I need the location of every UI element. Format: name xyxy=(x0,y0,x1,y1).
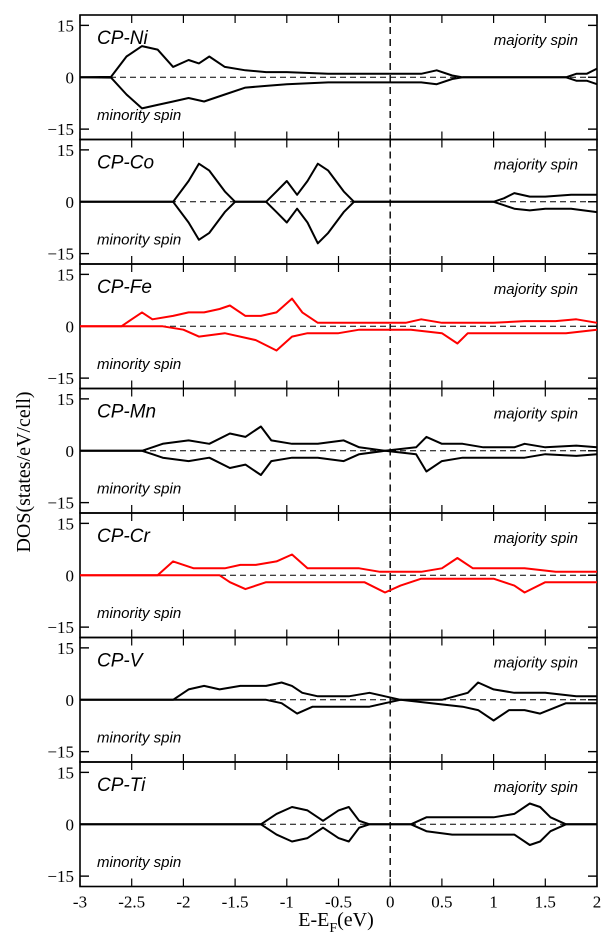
x-axis-title-main: E-E xyxy=(298,909,329,931)
minority-spin-curve xyxy=(80,823,597,846)
panel-cp-ti: 15 0 −15 CP-Ti majority spin minority spin xyxy=(47,761,598,888)
y-tick-label: 0 xyxy=(66,815,75,834)
minority-spin-curve xyxy=(80,574,597,594)
y-tick-label: −15 xyxy=(47,867,74,886)
y-tick-label: 0 xyxy=(66,193,75,212)
majority-spin-curve xyxy=(80,297,598,328)
majority-spin-curve xyxy=(79,45,598,79)
y-tick-label: 15 xyxy=(57,16,74,35)
majority-spin-curve xyxy=(80,553,597,577)
x-tick-label: 0 xyxy=(386,893,395,912)
y-tick-label: −15 xyxy=(47,743,74,762)
minority-spin-label: minority spin xyxy=(97,356,181,373)
y-tick-label: 0 xyxy=(66,691,75,710)
panel-cp-cr: 15 0 −15 CP-Cr majority spin minority spin xyxy=(47,512,598,639)
y-tick-label: −15 xyxy=(47,618,74,637)
majority-spin-label: majority spin xyxy=(494,655,578,672)
y-axis-title: DOS(states/eV/cell) xyxy=(13,391,35,552)
y-tick-label: 0 xyxy=(66,68,75,87)
y-tick-label: −15 xyxy=(47,494,74,513)
y-tick-label: 0 xyxy=(66,442,75,461)
panel-title: CP-Mn xyxy=(97,402,156,423)
minority-spin-label: minority spin xyxy=(97,730,181,747)
x-tick-label: -2.5 xyxy=(118,893,145,912)
majority-spin-label: majority spin xyxy=(494,530,578,547)
panel-stack: 15 0 −15 CP-Ni majority spin minority spin 15 0… xyxy=(47,14,598,888)
minority-spin-curve xyxy=(80,325,598,352)
majority-spin-label: majority spin xyxy=(494,406,578,423)
y-tick-label: −15 xyxy=(47,120,74,139)
y-tick-label: 15 xyxy=(57,514,74,533)
x-tick-label: -0.5 xyxy=(325,893,352,912)
minority-spin-curve xyxy=(80,449,598,476)
panel-cp-co: 15 0 −15 CP-Co majority spin minority spin xyxy=(47,138,598,265)
y-tick-label: 0 xyxy=(66,317,75,336)
y-tick-label: 15 xyxy=(57,639,74,658)
x-tick-label: 1.5 xyxy=(535,893,556,912)
minority-spin-curve xyxy=(80,200,598,245)
y-tick-label: 15 xyxy=(57,390,74,409)
minority-spin-label: minority spin xyxy=(97,605,181,622)
y-tick-label: 15 xyxy=(57,763,74,782)
minority-spin-label: minority spin xyxy=(97,481,181,498)
minority-spin-curve xyxy=(80,698,597,722)
x-tick-label: 0.5 xyxy=(431,893,452,912)
x-tick-label: -3 xyxy=(73,893,87,912)
majority-spin-curve xyxy=(80,802,597,826)
y-tick-label: 15 xyxy=(57,141,74,160)
x-axis-title-subscript: F xyxy=(329,921,337,936)
x-tick-label: -1 xyxy=(280,893,294,912)
panel-title: CP-V xyxy=(97,651,145,672)
minority-spin-label: minority spin xyxy=(97,107,181,124)
panel-title: CP-Fe xyxy=(97,277,152,298)
majority-spin-curve xyxy=(80,681,597,701)
x-axis-ticks: -3 -2.5 -2 -1.5 -1 -0.5 0 0.5 1 1.5 2 xyxy=(73,893,601,912)
x-tick-label: -1.5 xyxy=(222,893,249,912)
majority-spin-curve xyxy=(80,162,597,203)
majority-spin-curve xyxy=(80,425,598,452)
y-tick-label: 15 xyxy=(57,265,74,284)
panel-cp-v: 15 0 −15 CP-V majority spin minority spin xyxy=(47,636,598,763)
y-tick-label: 0 xyxy=(66,566,75,585)
panel-title: CP-Ti xyxy=(97,775,146,796)
x-tick-label: -2 xyxy=(176,893,190,912)
majority-spin-label: majority spin xyxy=(494,157,578,174)
y-tick-label: −15 xyxy=(47,245,74,264)
majority-spin-label: majority spin xyxy=(494,32,578,49)
minority-spin-label: minority spin xyxy=(97,854,181,871)
majority-spin-label: majority spin xyxy=(494,779,578,796)
panel-cp-ni: 15 0 −15 CP-Ni majority spin minority spin xyxy=(47,14,598,141)
panel-title: CP-Co xyxy=(97,153,154,174)
x-axis-title-unit: (eV) xyxy=(337,909,374,931)
panel-title: CP-Cr xyxy=(97,526,150,547)
minority-spin-curve xyxy=(79,76,598,110)
panel-cp-fe: 15 0 −15 CP-Fe majority spin minority spin xyxy=(47,263,598,390)
x-tick-label: 1 xyxy=(489,893,498,912)
majority-spin-label: majority spin xyxy=(494,281,578,298)
panel-title: CP-Ni xyxy=(97,28,148,49)
panel-cp-mn: 15 0 −15 CP-Mn majority spin minority spin xyxy=(47,387,598,514)
x-tick-label: 2 xyxy=(593,893,602,912)
minority-spin-label: minority spin xyxy=(97,232,181,249)
y-tick-label: −15 xyxy=(47,369,74,388)
x-axis-title: E-EF(eV) xyxy=(298,909,374,936)
